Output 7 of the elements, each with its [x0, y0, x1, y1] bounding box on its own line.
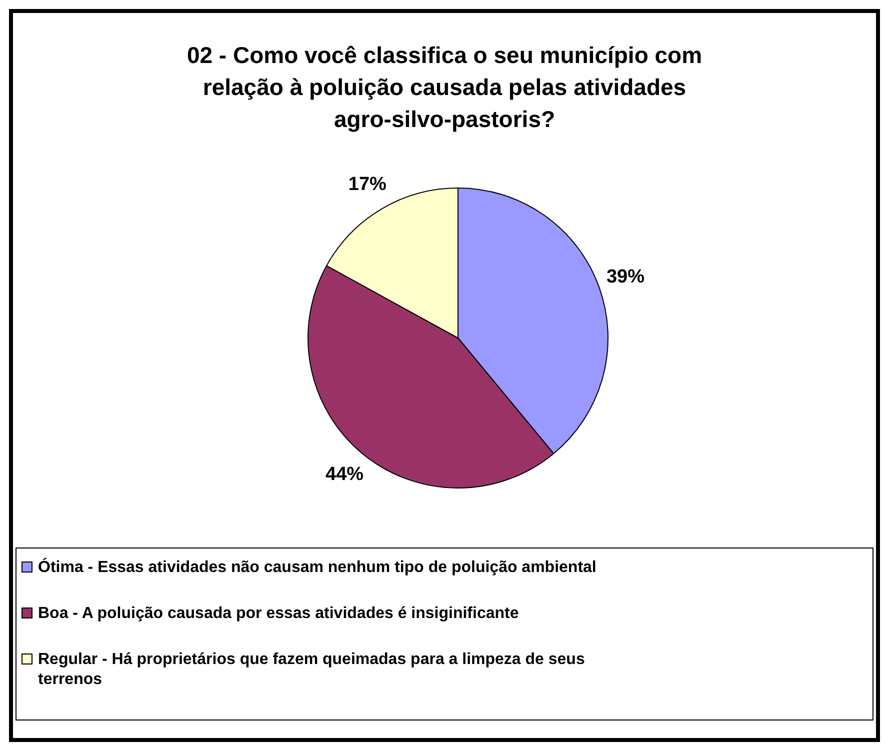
- data-label: 39%: [606, 266, 645, 288]
- legend-label: Regular - Há proprietários que fazem queimadas para a limpeza de seus terrenos: [38, 651, 585, 688]
- legend-label: Boa - A poluição causada por essas atividades é insiginificante: [38, 605, 519, 622]
- data-label: 44%: [326, 464, 364, 486]
- data-label: 17%: [348, 174, 387, 195]
- chart-title: 02 - Como você classifica o seu município com relação à poluição causada pelas atividades agro-silvo-pastoris?: [186, 42, 702, 132]
- legend-label: Ótima - Essas atividades não causam nenhum tipo de poluição ambiental: [38, 557, 596, 576]
